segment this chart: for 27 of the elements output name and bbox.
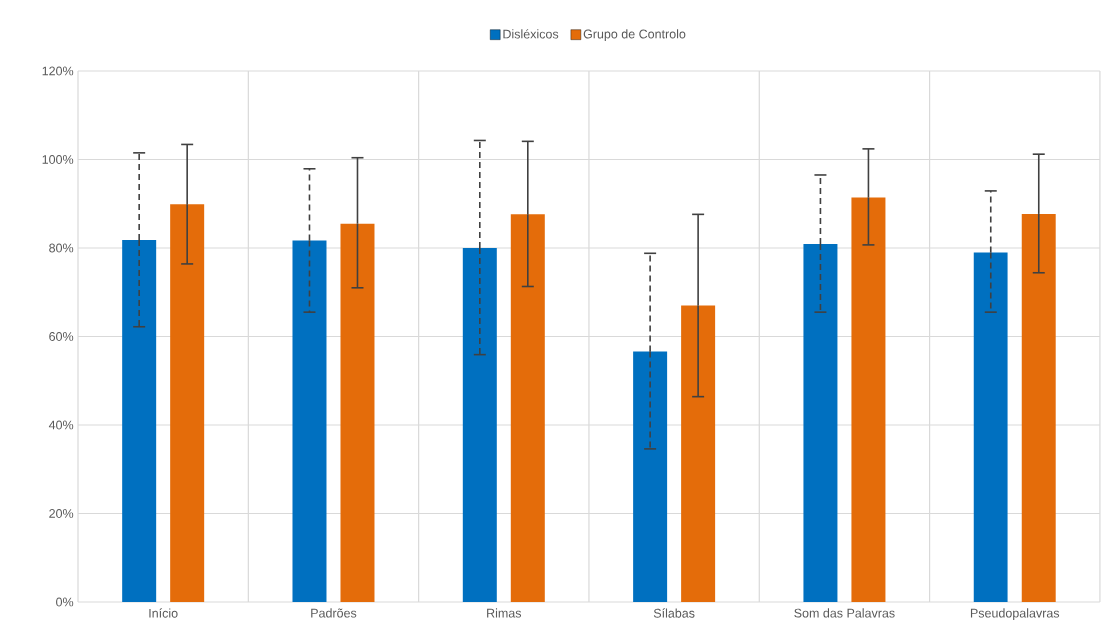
y-tick-label: 20% <box>49 509 74 518</box>
y-tick-label: 40% <box>48 420 74 430</box>
bar <box>462 247 497 602</box>
y-tick-label: 0% <box>56 597 74 607</box>
bar <box>510 214 545 602</box>
x-tick-label: Início <box>149 608 178 618</box>
legend-label: Disléxicos <box>503 29 559 39</box>
x-tick-label: Rimas <box>487 608 522 618</box>
bar <box>1021 213 1056 602</box>
x-tick-label: Padrões <box>311 608 357 618</box>
bar <box>340 223 375 602</box>
bar <box>292 240 327 602</box>
y-tick-label: 80% <box>49 243 74 253</box>
x-tick-label: Pseudopalavras <box>970 608 1060 620</box>
bar <box>122 240 157 602</box>
y-tick-label: 100% <box>42 155 74 164</box>
bar <box>681 305 716 602</box>
bar <box>851 197 886 602</box>
y-tick-label: 120% <box>42 66 74 76</box>
x-tick-label: Som das Palavras <box>794 608 895 618</box>
x-tick-label: Sílabas <box>653 608 695 618</box>
bar <box>973 252 1008 602</box>
legend-label: Grupo de Controlo <box>583 29 686 41</box>
bar <box>803 244 838 602</box>
y-tick-label: 60% <box>49 332 74 341</box>
bar <box>170 204 205 602</box>
bar <box>633 351 668 602</box>
